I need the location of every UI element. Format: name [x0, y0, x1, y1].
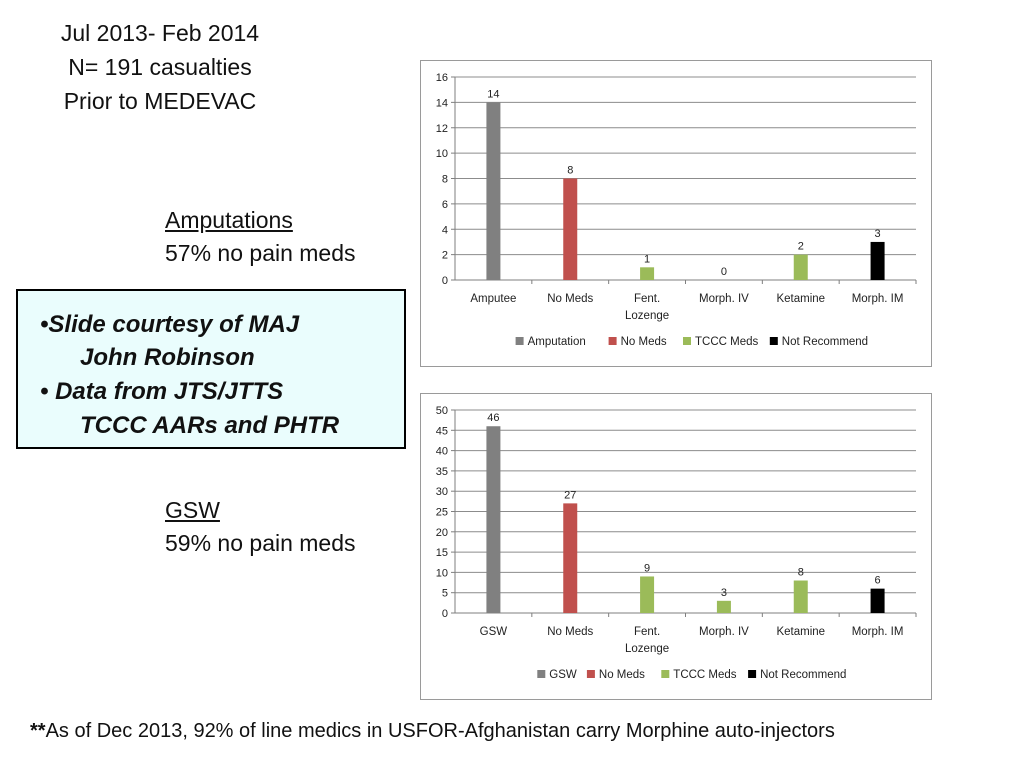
- x-tick-label: GSW: [480, 626, 508, 638]
- y-tick-label: 6: [442, 199, 448, 211]
- amputations-stat: 57% no pain meds: [165, 240, 356, 266]
- y-tick-label: 2: [442, 250, 448, 262]
- x-tick-label: Ketamine: [776, 293, 825, 305]
- legend-swatch: [537, 670, 546, 678]
- data-label: 2: [798, 241, 804, 253]
- y-tick-label: 12: [436, 123, 448, 135]
- bar: [640, 576, 655, 613]
- gsw-summary: GSW 59% no pain meds: [165, 494, 356, 560]
- note-line-3: • Data from JTS/JTTS: [40, 378, 284, 405]
- x-tick-label: Morph. IV: [699, 293, 749, 305]
- x-tick-label: No Meds: [547, 626, 593, 638]
- y-tick-label: 14: [436, 97, 448, 109]
- data-label: 6: [875, 575, 881, 587]
- bar: [870, 588, 885, 613]
- amputation-chart: 0 2 4 6 8 10 12 14 16 14 Amputee 8 No Meds 1 Fent. Loze…: [420, 60, 932, 367]
- bar: [486, 102, 501, 280]
- legend-swatch: [608, 337, 617, 345]
- y-tick-label: 5: [442, 588, 448, 600]
- amputations-title: Amputations: [165, 207, 293, 233]
- x-tick-label: Morph. IV: [699, 626, 749, 638]
- note-line-2: John Robinson: [80, 344, 255, 371]
- y-tick-label: 40: [436, 446, 448, 458]
- data-label: 0: [721, 266, 727, 278]
- y-tick-label: 0: [442, 608, 448, 620]
- y-tick-label: 0: [442, 275, 448, 287]
- data-label: 8: [567, 165, 573, 177]
- data-label: 46: [487, 412, 499, 424]
- legend-label: GSW: [549, 669, 577, 681]
- footer-text: As of Dec 2013, 92% of line medics in US…: [45, 720, 835, 742]
- bar: [793, 254, 808, 280]
- bar: [793, 580, 808, 613]
- legend-swatch: [586, 670, 595, 678]
- y-tick-label: 8: [442, 174, 448, 186]
- y-tick-label: 15: [436, 547, 448, 559]
- note-line-1: •Slide courtesy of MAJ: [40, 311, 300, 338]
- bar: [716, 600, 731, 613]
- header-line-scope: Prior to MEDEVAC: [63, 88, 257, 114]
- gsw-chart: 0 5 10 15 20 25 30 35 40 45 50 46 GSW 27 No Meds 9 Fent.…: [420, 393, 932, 700]
- data-label: 1: [644, 253, 650, 265]
- y-tick-label: 30: [436, 486, 448, 498]
- data-label: 3: [875, 228, 881, 240]
- y-tick-label: 35: [436, 466, 448, 478]
- x-tick-label: Fent.: [634, 626, 660, 638]
- gsw-chart-svg: 0 5 10 15 20 25 30 35 40 45 50 46 GSW 27 No Meds 9 Fent.…: [436, 405, 917, 681]
- bar: [563, 503, 578, 613]
- legend-label: Amputation: [528, 336, 586, 348]
- legend-swatch: [515, 337, 524, 345]
- source-note-box: •Slide courtesy of MAJ John Robinson • D…: [16, 289, 406, 449]
- y-tick-label: 10: [436, 567, 448, 579]
- y-tick-label: 16: [436, 72, 448, 84]
- header-line-dates: Jul 2013- Feb 2014: [60, 20, 260, 46]
- y-tick-label: 20: [436, 527, 448, 539]
- x-tick-label: Ketamine: [776, 626, 825, 638]
- legend-swatch: [683, 337, 691, 345]
- amputations-summary: Amputations 57% no pain meds: [165, 204, 356, 270]
- legend-label: Not Recommend: [782, 336, 868, 348]
- bar: [870, 241, 885, 280]
- x-tick-label: Fent.: [634, 293, 660, 305]
- data-label: 3: [721, 587, 727, 599]
- x-tick-label: Lozenge: [625, 310, 669, 322]
- x-tick-label: No Meds: [547, 293, 593, 305]
- legend-label: TCCC Meds: [695, 336, 759, 348]
- gsw-title: GSW: [165, 497, 220, 523]
- bar: [486, 426, 501, 613]
- legend-label: Not Recommend: [760, 669, 846, 681]
- data-label: 8: [798, 567, 804, 579]
- data-label: 27: [564, 489, 576, 501]
- data-label: 14: [487, 88, 499, 100]
- legend-swatch: [661, 670, 670, 678]
- y-tick-label: 45: [436, 425, 448, 437]
- legend-swatch: [748, 670, 757, 678]
- y-tick-label: 4: [442, 224, 448, 236]
- header-title-block: Jul 2013- Feb 2014 N= 191 casualties Pri…: [40, 16, 280, 118]
- x-tick-label: Morph. IM: [852, 293, 904, 305]
- x-tick-label: Morph. IM: [852, 626, 904, 638]
- header-line-count: N= 191 casualties: [68, 54, 252, 80]
- bar: [640, 267, 655, 280]
- footer-mark: **: [30, 720, 46, 742]
- y-tick-label: 25: [436, 507, 448, 519]
- y-tick-label: 50: [436, 405, 448, 417]
- x-tick-label: Lozenge: [625, 643, 669, 655]
- bar: [563, 178, 578, 280]
- y-tick-label: 10: [436, 148, 448, 160]
- legend-swatch: [769, 337, 778, 345]
- note-line-4: TCCC AARs and PHTR: [80, 412, 340, 439]
- legend-label: No Meds: [621, 336, 667, 348]
- data-label: 9: [644, 562, 650, 574]
- amputation-chart-svg: 0 2 4 6 8 10 12 14 16 14 Amputee 8 No Meds 1 Fent. Loze…: [436, 72, 917, 348]
- legend-label: No Meds: [599, 669, 645, 681]
- footer-note: **As of Dec 2013, 92% of line medics in …: [30, 720, 835, 743]
- legend-label: TCCC Meds: [673, 669, 737, 681]
- x-tick-label: Amputee: [470, 293, 516, 305]
- gsw-stat: 59% no pain meds: [165, 530, 356, 556]
